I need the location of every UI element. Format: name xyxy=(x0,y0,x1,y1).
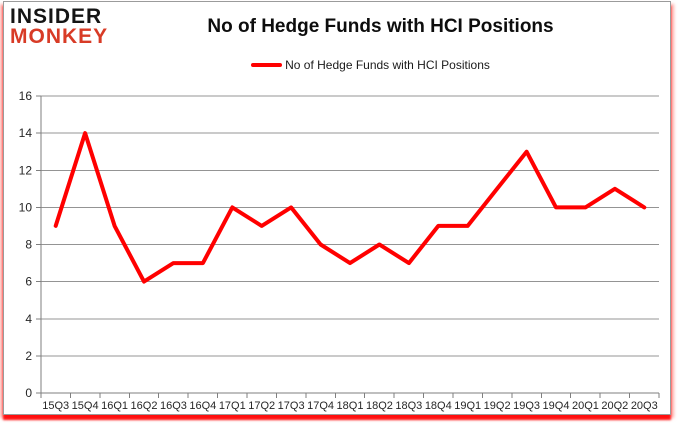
y-tick-label: 6 xyxy=(25,275,32,289)
chart-legend: No of Hedge Funds with HCI Positions xyxy=(71,57,670,73)
y-tick-label: 10 xyxy=(19,200,33,214)
x-tick-label: 16Q1 xyxy=(101,400,128,412)
legend-line-swatch xyxy=(251,63,283,67)
x-tick-label: 19Q4 xyxy=(543,400,570,412)
x-tick-label: 20Q1 xyxy=(572,400,599,412)
x-tick-label: 16Q3 xyxy=(160,400,187,412)
x-tick-label: 18Q3 xyxy=(395,400,422,412)
y-tick-label: 16 xyxy=(19,89,33,103)
x-tick-label: 20Q3 xyxy=(631,400,658,412)
x-tick-label: 20Q2 xyxy=(601,400,628,412)
x-tick-label: 18Q2 xyxy=(366,400,393,412)
x-tick-label: 19Q1 xyxy=(454,400,481,412)
x-tick-label: 17Q2 xyxy=(248,400,275,412)
y-tick-label: 14 xyxy=(19,126,33,140)
x-tick-label: 16Q4 xyxy=(189,400,216,412)
logo-insider-text: INSIDER xyxy=(10,5,103,28)
x-tick-label: 18Q1 xyxy=(337,400,364,412)
logo-monkey-text: MONKEY xyxy=(10,24,109,48)
y-tick-label: 4 xyxy=(25,312,32,326)
y-tick-label: 12 xyxy=(19,163,33,177)
x-tick-label: 17Q1 xyxy=(219,400,246,412)
x-tick-label: 15Q4 xyxy=(72,400,99,412)
series-line xyxy=(53,131,647,284)
x-tick-label: 15Q3 xyxy=(42,400,69,412)
chart-title: No of Hedge Funds with HCI Positions xyxy=(207,16,554,37)
x-tick-label: 18Q4 xyxy=(425,400,452,412)
x-tick-label: 17Q4 xyxy=(307,400,334,412)
insider-monkey-logo: INSIDER MONKEY xyxy=(10,5,109,48)
y-tick-label: 8 xyxy=(25,238,32,252)
x-tick-label: 19Q2 xyxy=(484,400,511,412)
chart-card: INSIDER MONKEY No of Hedge Funds with HC… xyxy=(3,1,671,415)
x-tick-label: 16Q2 xyxy=(131,400,158,412)
y-tick-label: 0 xyxy=(25,386,32,400)
y-tick-label: 2 xyxy=(25,349,32,363)
x-tick-label: 17Q3 xyxy=(278,400,305,412)
legend-label: No of Hedge Funds with HCI Positions xyxy=(285,58,490,72)
x-tick-label: 19Q3 xyxy=(513,400,540,412)
